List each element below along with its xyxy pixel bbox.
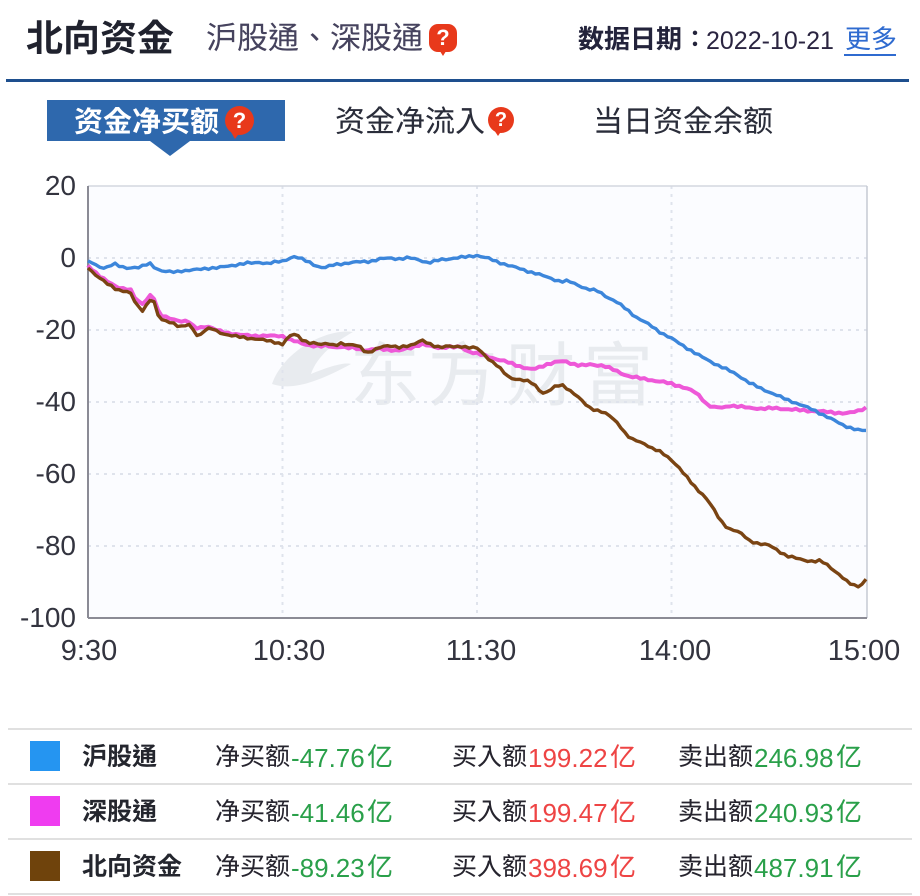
svg-text:14:00: 14:00: [639, 635, 712, 667]
svg-text:11:30: 11:30: [446, 635, 516, 667]
svg-text:9:30: 9:30: [61, 635, 117, 667]
svg-text:-80: -80: [36, 530, 76, 561]
svg-text:-60: -60: [36, 458, 76, 489]
svg-text:20: 20: [45, 170, 76, 201]
svg-text:15:00: 15:00: [828, 635, 901, 667]
svg-text:-40: -40: [36, 386, 76, 417]
svg-text:0: 0: [60, 242, 76, 273]
svg-text:10:30: 10:30: [253, 635, 326, 667]
svg-text:-20: -20: [36, 314, 76, 345]
svg-text:-100: -100: [20, 602, 76, 633]
